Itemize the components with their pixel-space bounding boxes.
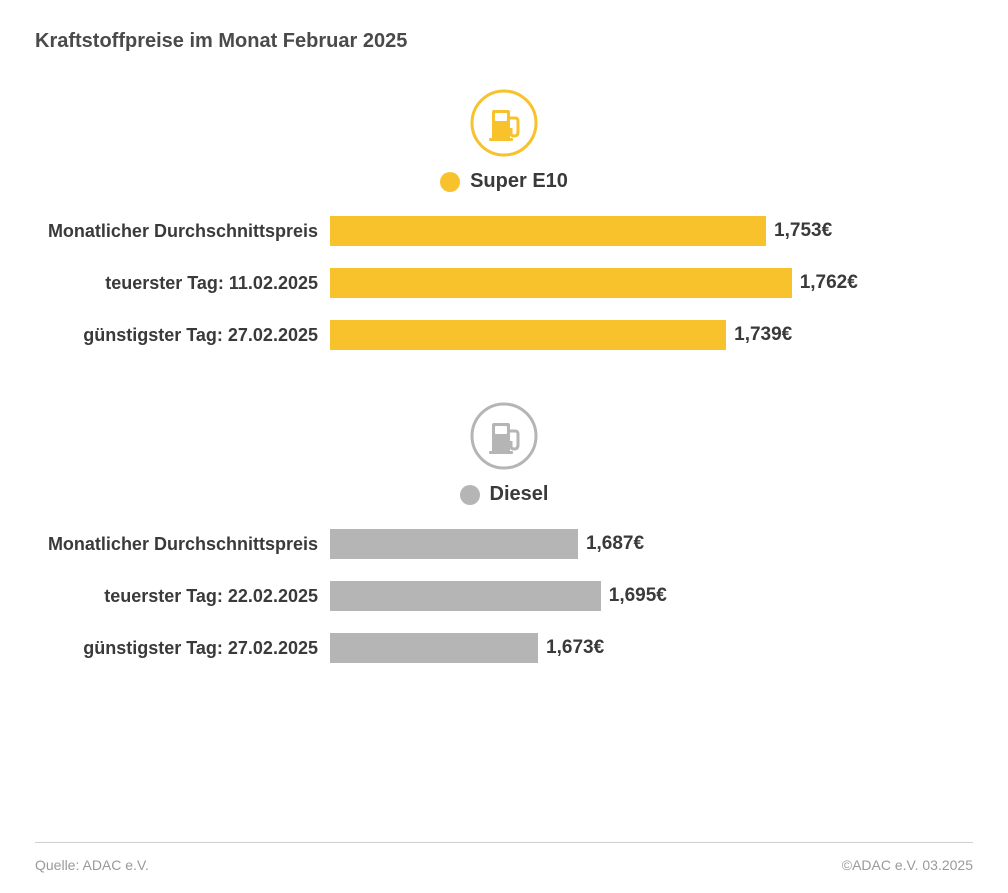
bar xyxy=(330,581,601,611)
page-title: Kraftstoffpreise im Monat Februar 2025 xyxy=(35,30,973,53)
price-value: 1,687€ xyxy=(586,533,644,555)
bar-row: Monatlicher Durchschnittspreis 1,687€ xyxy=(35,528,973,560)
fuel-pump-icon xyxy=(469,401,539,471)
fuel-name-super-e10: Super E10 xyxy=(470,170,568,193)
legend-dot-super-e10 xyxy=(440,172,460,192)
pump-icon-super-e10 xyxy=(469,88,539,158)
row-label: Monatlicher Durchschnittspreis xyxy=(35,534,330,555)
fuel-label-diesel: Diesel xyxy=(460,483,549,506)
price-value: 1,673€ xyxy=(546,637,604,659)
bar-area: 1,695€ xyxy=(330,581,973,611)
bar-area: 1,673€ xyxy=(330,633,973,663)
bar xyxy=(330,320,726,350)
pump-icon-diesel xyxy=(469,401,539,471)
bar xyxy=(330,268,792,298)
price-value: 1,695€ xyxy=(609,585,667,607)
bar xyxy=(330,633,538,663)
bar-area: 1,753€ xyxy=(330,216,973,246)
fuel-section-super-e10: Super E10 Monatlicher Durchschnittspreis… xyxy=(35,88,973,371)
bar-area: 1,739€ xyxy=(330,320,973,350)
bar-row: Monatlicher Durchschnittspreis 1,753€ xyxy=(35,215,973,247)
bar xyxy=(330,216,766,246)
row-label: Monatlicher Durchschnittspreis xyxy=(35,221,330,242)
row-label: teuerster Tag: 22.02.2025 xyxy=(35,586,330,607)
fuel-section-diesel: Diesel Monatlicher Durchschnittspreis 1,… xyxy=(35,401,973,684)
footer: Quelle: ADAC e.V. ©ADAC e.V. 03.2025 xyxy=(35,842,973,873)
row-label: günstigster Tag: 27.02.2025 xyxy=(35,325,330,346)
fuel-header-diesel: Diesel xyxy=(35,401,973,506)
footer-source: Quelle: ADAC e.V. xyxy=(35,857,149,873)
bar-row: teuerster Tag: 11.02.2025 1,762€ xyxy=(35,267,973,299)
price-value: 1,762€ xyxy=(800,272,858,294)
fuel-label-super-e10: Super E10 xyxy=(440,170,568,193)
row-label: günstigster Tag: 27.02.2025 xyxy=(35,638,330,659)
bar xyxy=(330,529,578,559)
fuel-name-diesel: Diesel xyxy=(490,483,549,506)
bar-area: 1,762€ xyxy=(330,268,973,298)
bar-area: 1,687€ xyxy=(330,529,973,559)
footer-copyright: ©ADAC e.V. 03.2025 xyxy=(842,857,973,873)
bar-row: günstigster Tag: 27.02.2025 1,739€ xyxy=(35,319,973,351)
price-value: 1,753€ xyxy=(774,220,832,242)
fuel-pump-icon xyxy=(469,88,539,158)
row-label: teuerster Tag: 11.02.2025 xyxy=(35,273,330,294)
fuel-header-super-e10: Super E10 xyxy=(35,88,973,193)
bar-row: teuerster Tag: 22.02.2025 1,695€ xyxy=(35,580,973,612)
bar-row: günstigster Tag: 27.02.2025 1,673€ xyxy=(35,632,973,664)
legend-dot-diesel xyxy=(460,485,480,505)
price-value: 1,739€ xyxy=(734,324,792,346)
